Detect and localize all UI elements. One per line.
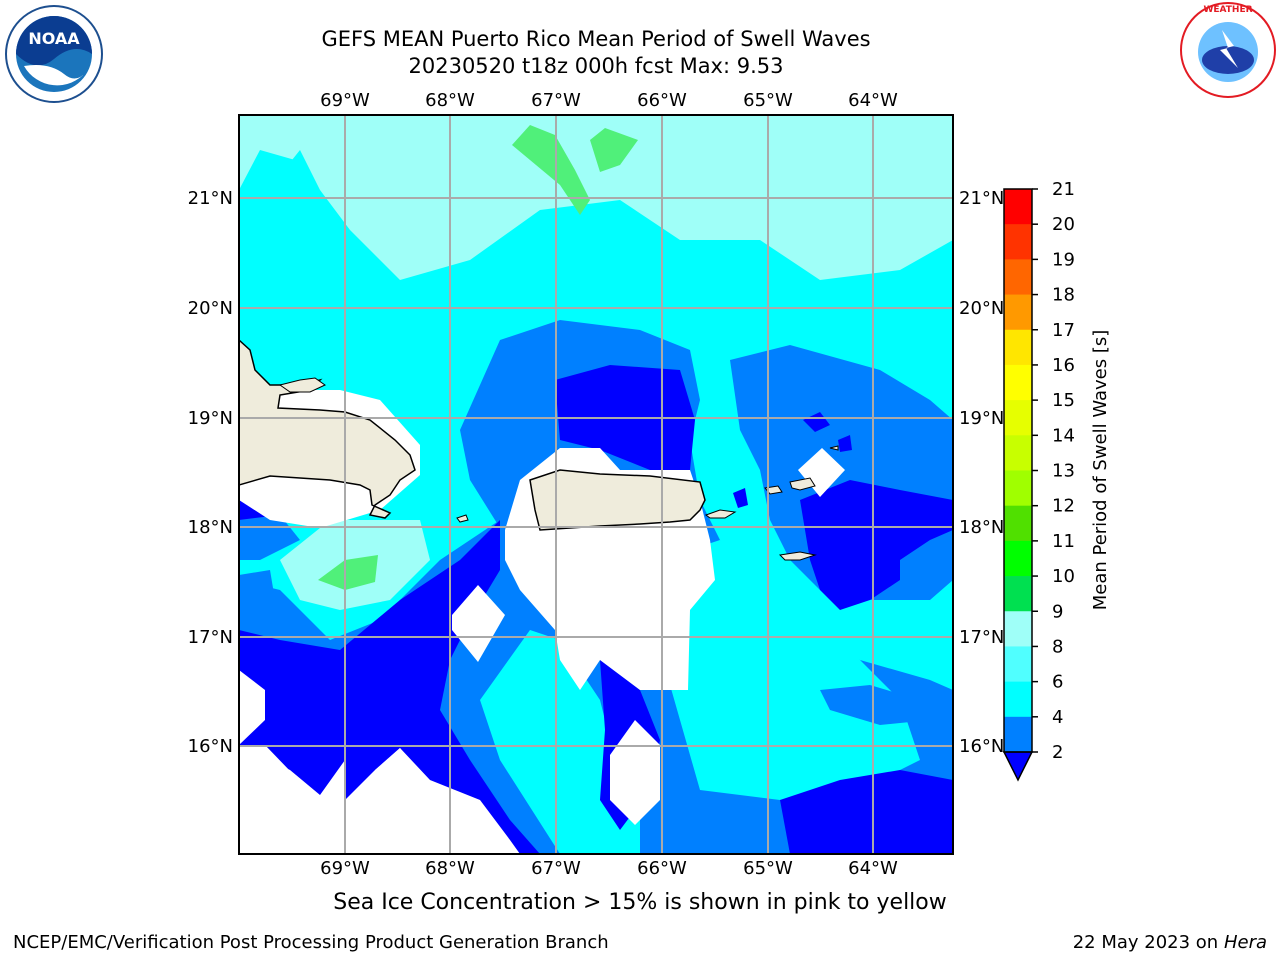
nws-logo-icon: WEATHER — [1180, 2, 1276, 98]
lon-labels-top: 69°W 68°W 67°W 66°W 65°W 64°W — [320, 90, 898, 111]
sea-ice-note: Sea Ice Concentration > 15% is shown in … — [333, 890, 947, 915]
lon-label: 64°W — [848, 90, 898, 111]
colorbar: 21 20 19 18 17 16 15 14 13 12 11 10 9 8 6 4 2 — [1002, 179, 1075, 782]
lon-label: 69°W — [320, 90, 370, 111]
colorbar-segment — [1004, 681, 1032, 718]
lat-label: 20°N — [959, 298, 1004, 319]
colorbar-tick-label: 10 — [1052, 566, 1075, 587]
lon-label: 68°W — [425, 90, 475, 111]
colorbar-tick-label: 18 — [1052, 285, 1075, 306]
colorbar-segment — [1004, 329, 1032, 366]
lat-label: 21°N — [188, 188, 233, 209]
colorbar-segment — [1004, 435, 1032, 471]
svg-text:NOAA: NOAA — [28, 29, 80, 48]
lat-label: 18°N — [188, 517, 233, 538]
noaa-logo-icon: NOAA — [5, 5, 103, 103]
lat-label: 20°N — [188, 298, 233, 319]
lat-label: 17°N — [188, 627, 233, 648]
colorbar-segment — [1004, 294, 1032, 331]
swell-period-field — [239, 115, 953, 854]
lat-label: 19°N — [959, 408, 1004, 429]
lat-label: 16°N — [959, 736, 1004, 757]
colorbar-tick-label: 19 — [1052, 249, 1075, 270]
chart-subtitle: 20230520 t18z 000h fcst Max: 9.53 — [408, 54, 784, 78]
colorbar-segment — [1004, 189, 1032, 225]
colorbar-tick-label: 17 — [1052, 320, 1075, 341]
colorbar-segment — [1004, 716, 1032, 753]
colorbar-tick-label: 14 — [1052, 425, 1075, 446]
colorbar-tick-label: 4 — [1052, 707, 1063, 728]
colorbar-segment — [1004, 364, 1032, 401]
lat-labels-left: 21°N 20°N 19°N 18°N 17°N 16°N — [188, 188, 233, 757]
colorbar-tick-label: 2 — [1052, 742, 1063, 763]
lat-label: 17°N — [959, 627, 1004, 648]
colorbar-segment — [1004, 611, 1032, 647]
lon-label: 67°W — [531, 858, 581, 879]
colorbar-tick-label: 21 — [1052, 179, 1075, 200]
map-frame — [238, 114, 954, 855]
colorbar-tick-label: 16 — [1052, 355, 1075, 376]
colorbar-tick-label: 20 — [1052, 214, 1075, 235]
lon-label: 65°W — [743, 90, 793, 111]
colorbar-segment — [1004, 224, 1032, 260]
lat-labels-right: 21°N 20°N 19°N 18°N 17°N 16°N — [959, 188, 1004, 757]
lon-labels-bottom: 69°W 68°W 67°W 66°W 65°W 64°W — [320, 858, 898, 879]
colorbar-tick-label: 8 — [1052, 636, 1063, 657]
lat-label: 21°N — [959, 188, 1004, 209]
colorbar-tick-label: 11 — [1052, 531, 1075, 552]
lon-label: 64°W — [848, 858, 898, 879]
colorbar-segment — [1004, 470, 1032, 507]
host-name: Hera — [1223, 932, 1267, 953]
colorbar-tick-label: 9 — [1052, 601, 1063, 622]
lat-label: 16°N — [188, 736, 233, 757]
colorbar-segment — [1004, 540, 1032, 577]
run-date: 22 May 2023 on — [1072, 932, 1219, 953]
credit-text: NCEP/EMC/Verification Post Processing Pr… — [13, 932, 609, 953]
date-host-text: 22 May 2023 on Hera — [1073, 932, 1267, 953]
lat-label: 18°N — [959, 517, 1004, 538]
colorbar-tick-label: 6 — [1052, 672, 1063, 693]
lon-label: 65°W — [743, 858, 793, 879]
graticule — [239, 115, 953, 854]
colorbar-label: Mean Period of Swell Waves [s] — [1090, 330, 1111, 611]
colorbar-tick-label: 13 — [1052, 461, 1075, 482]
colorbar-extension — [1002, 751, 1034, 782]
chart-title: GEFS MEAN Puerto Rico Mean Period of Swe… — [321, 27, 871, 51]
svg-text:WEATHER: WEATHER — [1203, 5, 1252, 15]
colorbar-segment — [1004, 576, 1032, 612]
colorbar-segment — [1004, 400, 1032, 436]
lon-label: 69°W — [320, 858, 370, 879]
colorbar-segment — [1004, 259, 1032, 296]
lat-label: 19°N — [188, 408, 233, 429]
colorbar-tick-label: 12 — [1052, 496, 1075, 517]
colorbar-segment — [1004, 505, 1032, 542]
colorbar-tick-label: 15 — [1052, 390, 1075, 411]
lon-label: 67°W — [531, 90, 581, 111]
lon-label: 66°W — [637, 858, 687, 879]
colorbar-segment — [1004, 646, 1032, 683]
lon-label: 68°W — [425, 858, 475, 879]
lon-label: 66°W — [637, 90, 687, 111]
